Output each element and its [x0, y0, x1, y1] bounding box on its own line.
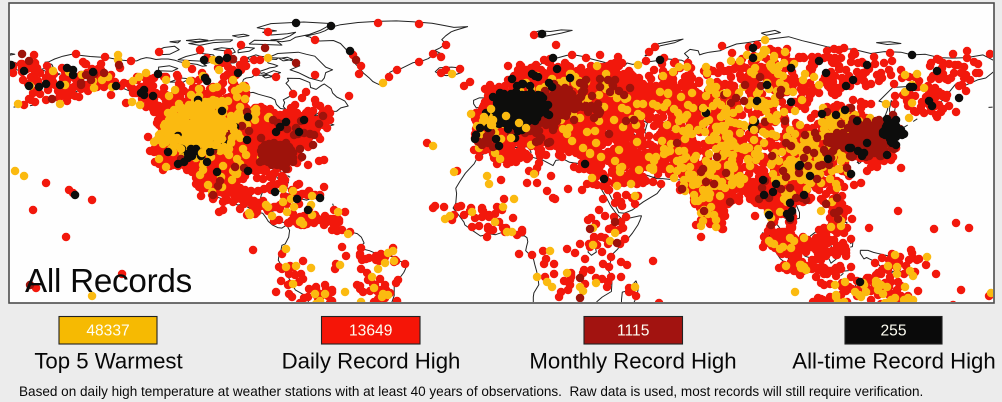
- svg-text:All Records: All Records: [25, 263, 192, 300]
- svg-text:13649: 13649: [349, 322, 392, 339]
- svg-text:255: 255: [880, 322, 906, 339]
- svg-text:Top 5 Warmest: Top 5 Warmest: [34, 349, 182, 374]
- svg-text:Monthly Record High: Monthly Record High: [529, 349, 736, 374]
- svg-text:Based on daily high temperatur: Based on daily high temperature at weath…: [19, 384, 923, 399]
- svg-text:Daily Record High: Daily Record High: [282, 349, 461, 374]
- svg-text:1115: 1115: [617, 322, 650, 339]
- svg-text:All-time Record High: All-time Record High: [792, 349, 995, 374]
- svg-text:48337: 48337: [86, 322, 129, 339]
